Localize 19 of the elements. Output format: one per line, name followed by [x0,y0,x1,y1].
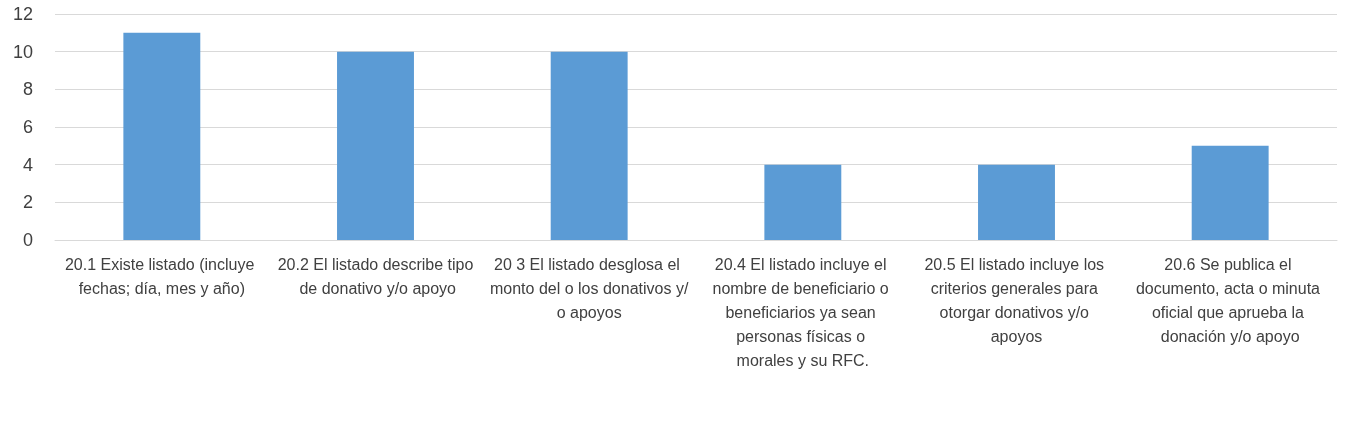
y-tick-label: 12 [12,4,33,24]
bar [123,32,201,240]
bar [550,51,628,240]
y-tick-label: 4 [22,154,33,175]
bar [337,51,414,240]
y-tick-label: 6 [22,117,33,137]
bar [978,164,1055,240]
x-tick-label: 20 3 El listado desglosa el monto del o los donativos y/o apoyos [489,255,689,321]
bar [1191,145,1269,240]
y-tick-label: 0 [22,230,33,250]
bar [764,164,842,240]
x-tick-label: 20.4 El listado incluye el nombre de beneficiario o beneficiarios ya sean personas físicas o morales y su RFC. [712,255,894,369]
x-tick-label: 20.2 El listado describe tipo de donativo y/o apoyo [277,255,474,297]
x-tick-label: 20.5 El listado incluye los criterios generales para otorgar donativos y/o apoyos [924,255,1109,345]
x-tick-label: 20.6 Se publica el documento, acta o minuta oficial que aprueba la donación y/o apoyo [1135,255,1325,345]
y-tick-label: 10 [12,41,33,62]
y-tick-label: 2 [22,192,33,213]
x-tick-label: 20.1 Existe listado (incluye fechas; día, mes y año) [64,255,259,297]
y-tick-label: 8 [22,79,33,100]
